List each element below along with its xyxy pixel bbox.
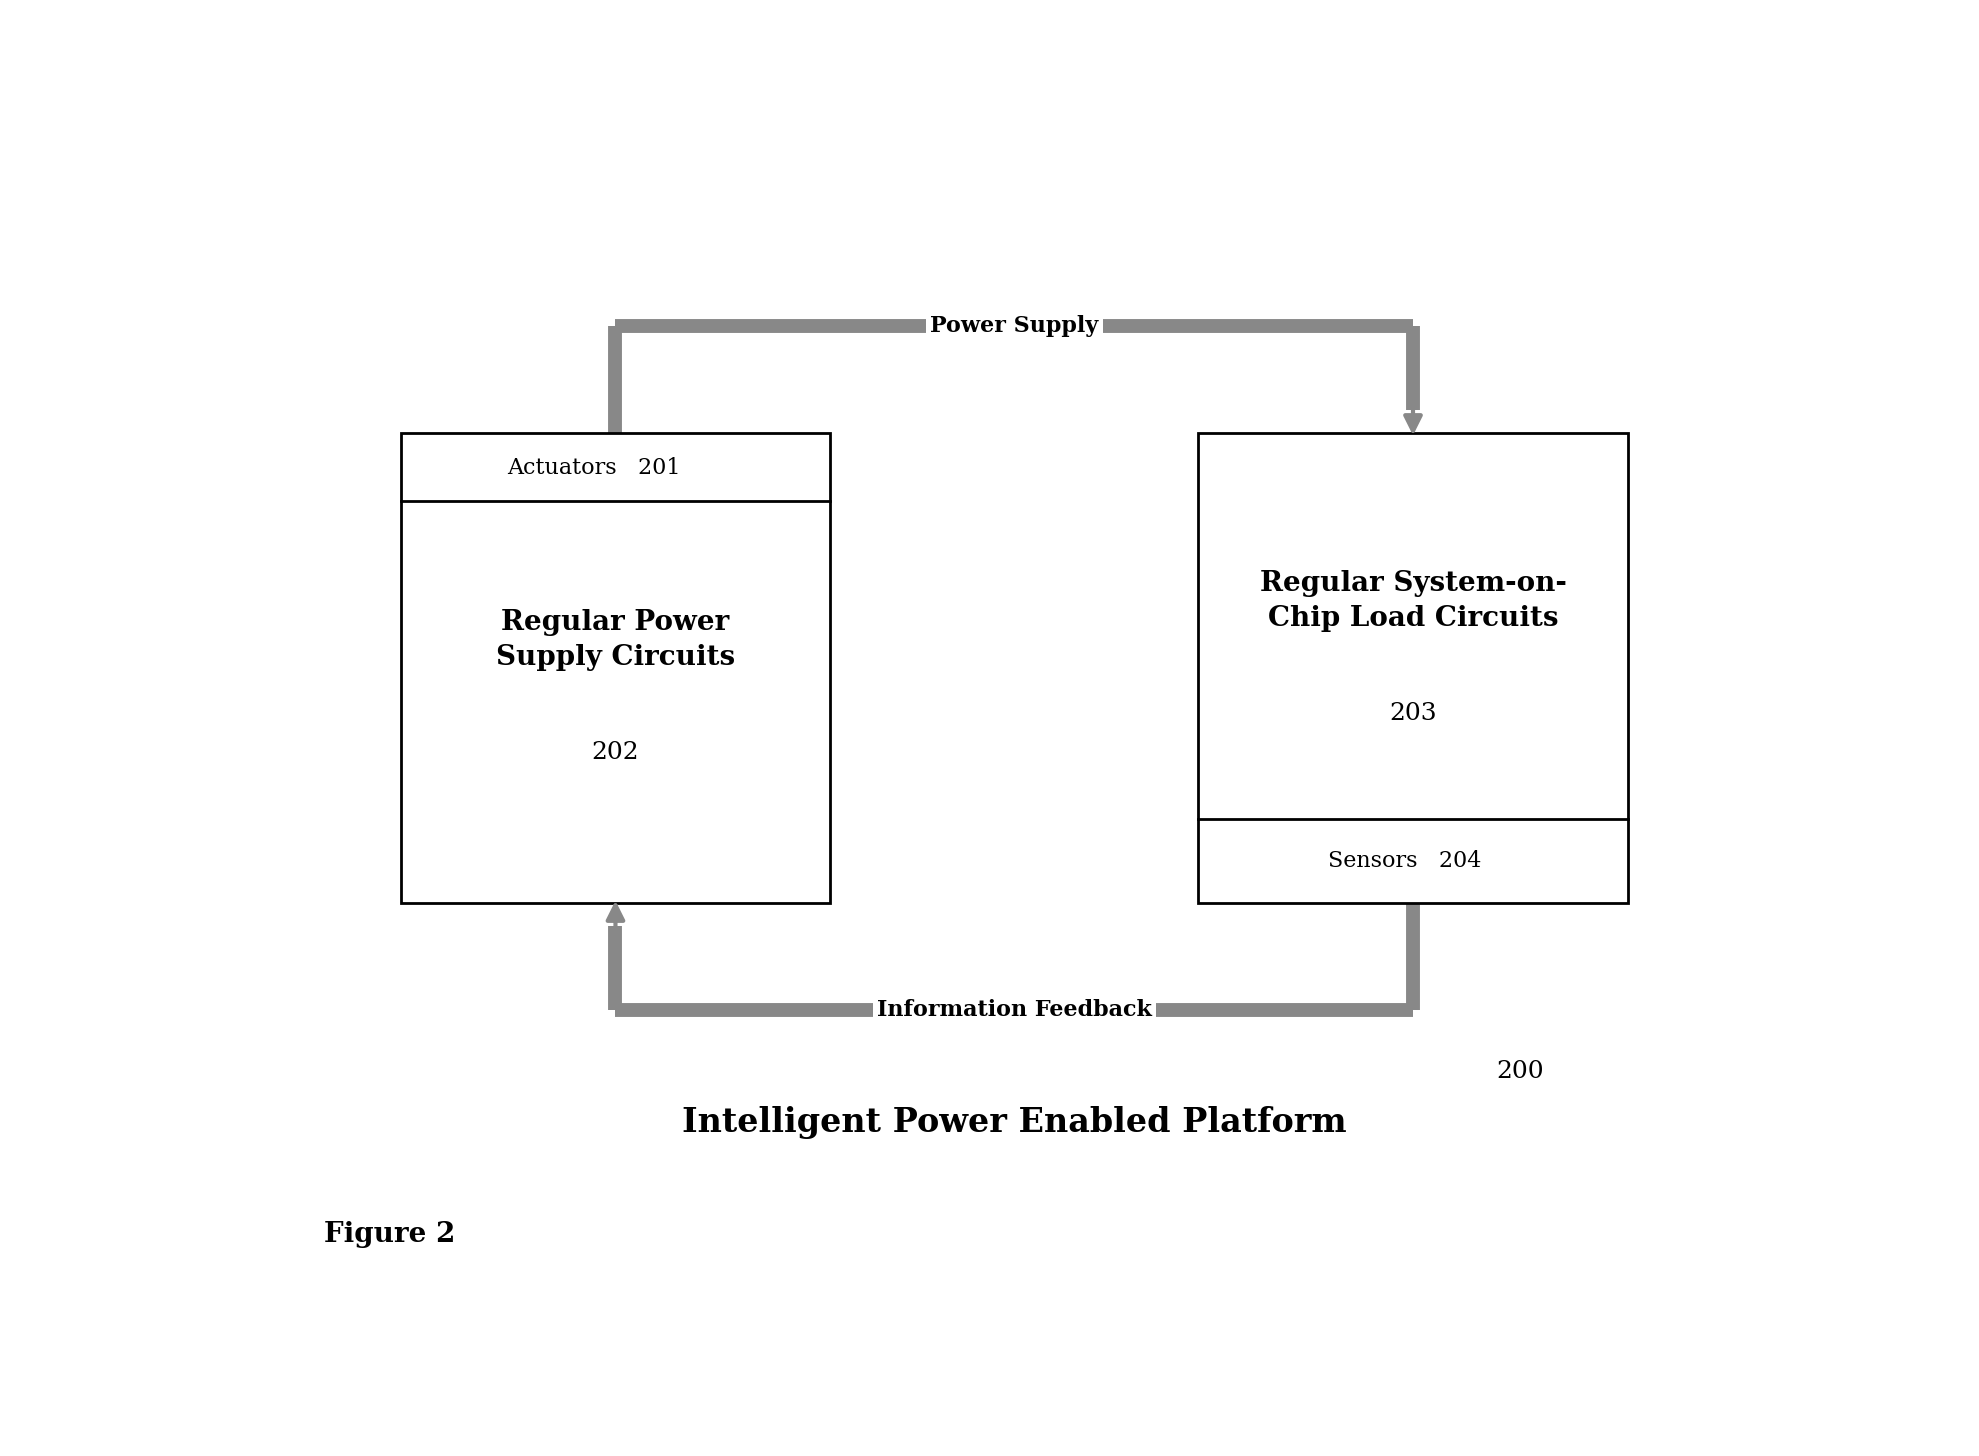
Text: 203: 203 xyxy=(1389,702,1437,725)
Text: Regular System-on-
Chip Load Circuits: Regular System-on- Chip Load Circuits xyxy=(1259,569,1567,632)
Text: Information Feedback: Information Feedback xyxy=(877,999,1152,1021)
Bar xyxy=(1199,432,1629,903)
Text: Figure 2: Figure 2 xyxy=(325,1220,455,1248)
Text: 200: 200 xyxy=(1496,1060,1544,1083)
Text: 202: 202 xyxy=(592,741,639,763)
Bar xyxy=(402,432,831,903)
Text: Sensors   204: Sensors 204 xyxy=(1328,850,1480,872)
Text: Intelligent Power Enabled Platform: Intelligent Power Enabled Platform xyxy=(683,1105,1346,1139)
Text: Regular Power
Supply Circuits: Regular Power Supply Circuits xyxy=(497,609,734,671)
Text: Power Supply: Power Supply xyxy=(930,314,1098,338)
Text: Actuators   201: Actuators 201 xyxy=(507,457,681,479)
